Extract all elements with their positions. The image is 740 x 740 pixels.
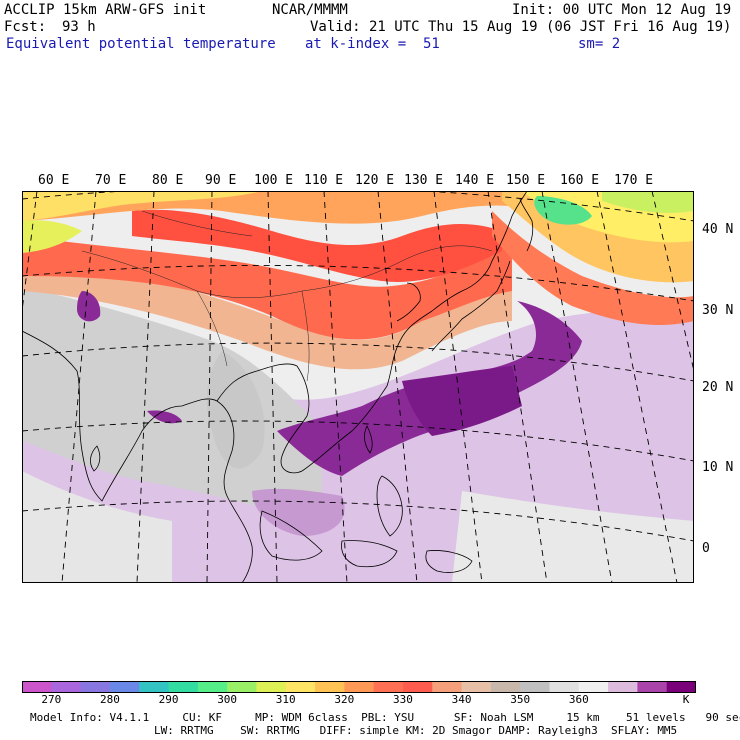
colorbar-swatch <box>139 681 170 693</box>
colorbar-swatch <box>637 681 668 693</box>
colorbar-tick: 270 <box>41 693 62 706</box>
latitude-label: 40 N <box>702 222 734 237</box>
longitude-label: 90 E <box>205 173 237 188</box>
valid-time: Valid: 21 UTC Thu 15 Aug 19 (06 JST Fri … <box>310 19 732 35</box>
colorbar-tick: 340 <box>451 693 472 706</box>
colorbar-swatch <box>285 681 316 693</box>
white-zone-sw <box>22 471 172 583</box>
model-info-line2: LW: RRTMG SW: RRTMG DIFF: simple KM: 2D … <box>154 724 678 737</box>
coastlines <box>22 191 534 583</box>
colorbar <box>22 681 696 693</box>
forecast-hour: 93 h <box>62 19 96 35</box>
yellow-band <box>22 191 262 221</box>
colorbar-swatch <box>461 681 492 693</box>
colorbar-tick: 360 <box>568 693 589 706</box>
latlon-grid <box>22 191 694 583</box>
colorbar-swatch <box>373 681 404 693</box>
smoothing-value: sm= 2 <box>578 36 621 52</box>
level-index: at k-index = 51 <box>305 36 440 52</box>
colorbar-swatch <box>578 681 609 693</box>
latitude-label: 20 N <box>702 380 734 395</box>
colorbar-swatch <box>109 681 140 693</box>
pacific-green-patch <box>534 196 592 225</box>
latitude-label: 0 <box>702 541 710 556</box>
colorbar-swatch <box>520 681 550 693</box>
longitude-label: 150 E <box>506 173 546 188</box>
colorbar-swatch <box>80 681 111 693</box>
purple-patch-west <box>77 291 101 322</box>
colorbar-swatch <box>51 681 82 693</box>
colorbar-tick: 300 <box>217 693 238 706</box>
init-time: Init: 00 UTC Mon 12 Aug 19 <box>512 2 732 18</box>
longitude-label: 120 E <box>355 173 395 188</box>
colorbar-swatch <box>168 681 199 693</box>
colorbar-tick: 330 <box>393 693 413 706</box>
colorbar-swatch <box>666 681 696 693</box>
forecast-label: Fcst: <box>4 19 47 35</box>
white-zone-se <box>452 491 694 583</box>
latitude-label: 10 N <box>702 460 734 475</box>
colorbar-swatch <box>402 681 433 693</box>
colorbar-swatch <box>344 681 375 693</box>
longitude-label: 170 E <box>614 173 654 188</box>
dark-red-band <box>132 209 502 282</box>
red-band <box>22 236 512 340</box>
longitude-label: 60 E <box>38 173 70 188</box>
colorbar-tick: 280 <box>99 693 120 706</box>
longitude-label: 110 E <box>304 173 344 188</box>
colorbar-swatch <box>256 681 287 693</box>
colorbar-tick: 290 <box>158 693 179 706</box>
longitude-label: 160 E <box>560 173 600 188</box>
latitude-label: 30 N <box>702 303 734 318</box>
map-panel <box>22 191 694 583</box>
center-label: NCAR/MMMM <box>272 2 348 18</box>
grey-zone-indochina <box>206 351 265 469</box>
longitude-label: 70 E <box>95 173 127 188</box>
colorbar-swatch <box>315 681 345 693</box>
colorbar-swatch <box>549 681 580 693</box>
colorbar-swatch <box>432 681 463 693</box>
colorbar-swatch <box>490 681 521 693</box>
country-borders <box>81 210 493 382</box>
colorbar-swatch <box>22 681 52 693</box>
pacific-lime-zone <box>602 191 694 213</box>
colorbar-swatch <box>227 681 257 693</box>
colorbar-unit: K <box>682 693 690 706</box>
purple-patch-bay <box>147 410 182 424</box>
purple-core-inner <box>402 366 522 436</box>
longitude-label: 140 E <box>455 173 495 188</box>
longitude-label: 80 E <box>152 173 184 188</box>
colorbar-tick: 350 <box>510 693 531 706</box>
colorbar-tick: 310 <box>275 693 296 706</box>
field-name: Equivalent potential temperature <box>6 36 276 52</box>
longitude-label: 100 E <box>254 173 294 188</box>
colorbar-swatch <box>608 681 638 693</box>
colorbar-tick: 320 <box>334 693 355 706</box>
model-info-line1: Model Info: V4.1.1 CU: KF MP: WDM 6class… <box>30 711 740 724</box>
colorbar-swatch <box>197 681 228 693</box>
longitude-label: 130 E <box>404 173 444 188</box>
pacific-red-band <box>492 211 694 326</box>
yellow-green-patch <box>22 220 82 253</box>
model-title: ACCLIP 15km ARW-GFS init <box>4 2 207 18</box>
